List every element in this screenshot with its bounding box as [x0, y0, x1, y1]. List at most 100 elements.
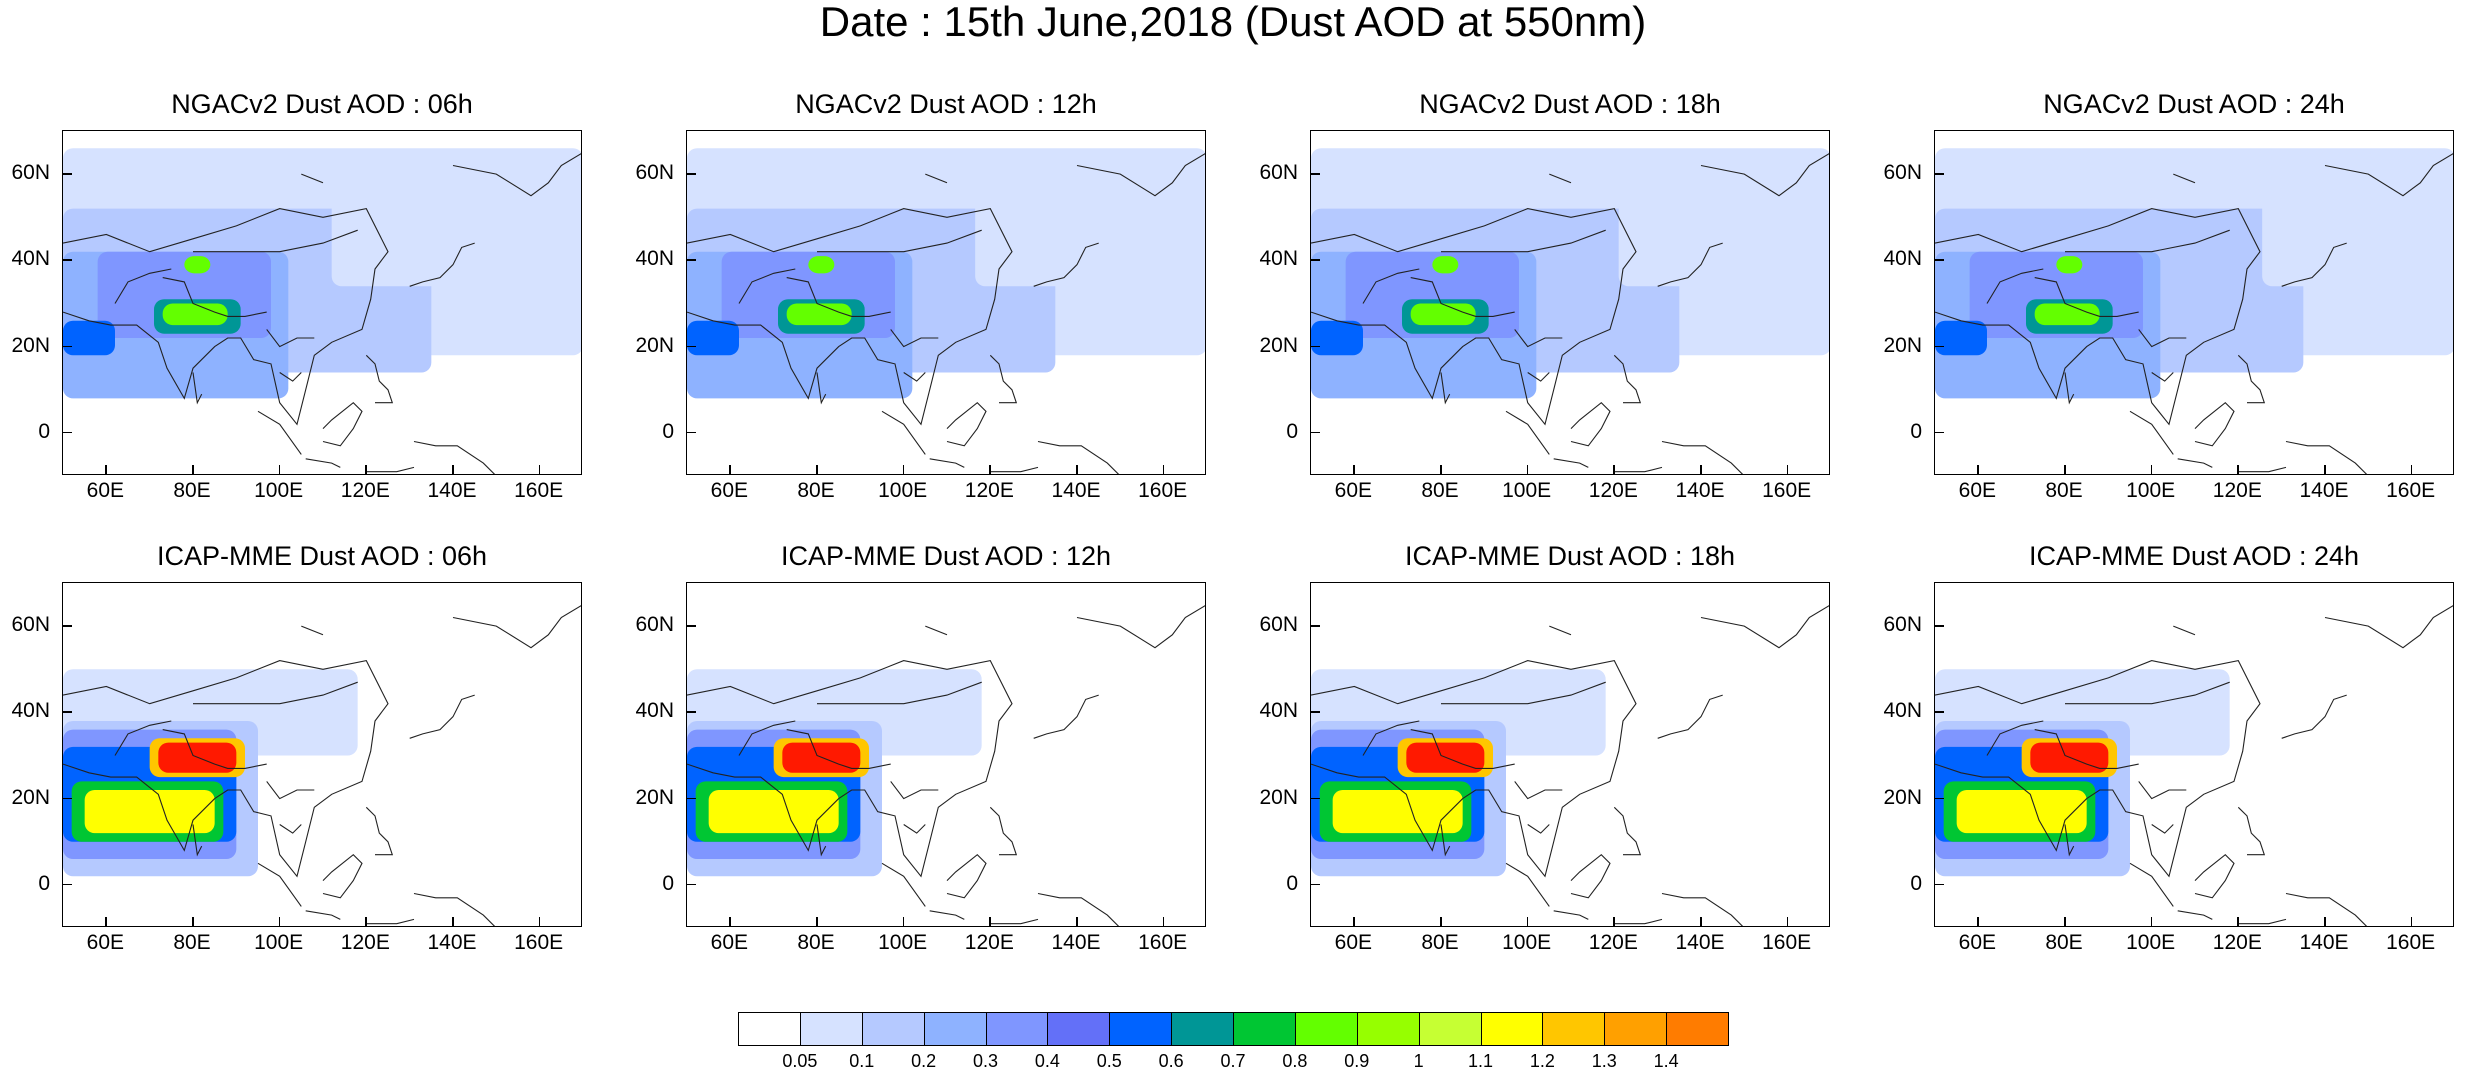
lon-tick-label: 80E — [1421, 479, 1459, 502]
lon-tick-label: 100E — [1502, 931, 1552, 954]
coastline — [409, 242, 475, 287]
lat-tick — [686, 883, 696, 886]
lon-tick — [1700, 917, 1702, 927]
coastline — [2065, 229, 2230, 253]
lat-tick-label: 0 — [662, 871, 674, 895]
lon-tick-label: 120E — [2212, 931, 2262, 954]
coastline — [1505, 862, 1550, 907]
coastline — [279, 372, 302, 382]
coastline — [1570, 401, 1611, 447]
lon-tick — [1162, 917, 1165, 927]
lon-tick-label: 140E — [2299, 479, 2349, 502]
lon-tick-label: 100E — [254, 479, 304, 502]
colorbar-box — [1109, 1012, 1173, 1046]
lon-tick-label: 60E — [1958, 479, 1997, 502]
coastline — [366, 918, 415, 925]
coastline — [1549, 625, 1572, 636]
lon-tick — [2064, 465, 2066, 475]
coastline — [1553, 458, 1589, 468]
coastline — [1527, 824, 1550, 834]
coastline — [63, 659, 389, 878]
lon-tick-label: 160E — [514, 479, 564, 502]
coastline — [2285, 892, 2368, 926]
coastline — [257, 862, 302, 907]
map-panel: ICAP-MME Dust AOD : 12h 60N 40N 20N 0 60E 80E 1… — [624, 540, 1244, 960]
coastline — [1362, 720, 1420, 756]
coastline — [1440, 372, 1451, 405]
colorbar-label: 0.3 — [972, 1051, 999, 1071]
aod-region — [1956, 790, 2087, 834]
lat-tick-label: 40N — [1259, 699, 1298, 723]
lon-tick — [1613, 465, 1615, 475]
colorbar-box — [985, 1012, 1049, 1046]
aod-field — [63, 605, 581, 926]
coastline — [786, 277, 891, 317]
lat-tick-label: 60N — [1259, 161, 1298, 185]
coastline — [786, 729, 891, 769]
map-panel: ICAP-MME Dust AOD : 18h 60N 40N 20N 0 60E 80E 1… — [1248, 540, 1868, 960]
coastline — [817, 229, 982, 253]
lon-tick-label: 60E — [86, 931, 125, 954]
lat-tick-label: 20N — [11, 785, 50, 809]
coastline — [1661, 440, 1744, 474]
lat-tick — [1310, 711, 1320, 713]
lon-tick — [2150, 917, 2153, 927]
lat-tick — [62, 883, 72, 886]
coastline — [452, 605, 581, 649]
lon-tick — [192, 917, 194, 927]
lat-tick-label: 20N — [1883, 785, 1922, 809]
coastline — [257, 410, 302, 455]
coastline — [881, 410, 926, 455]
lat-tick-label: 40N — [11, 699, 50, 723]
lon-tick-label: 60E — [1958, 931, 1997, 954]
lat-tick-label: 40N — [1883, 247, 1922, 271]
lon-tick — [1353, 465, 1355, 475]
coastline — [738, 720, 796, 756]
lat-tick — [686, 625, 696, 627]
coastline — [1505, 410, 1550, 455]
map-panel: ICAP-MME Dust AOD : 24h 60N 40N 20N 0 60E 80E 1… — [1872, 540, 2466, 960]
lat-tick — [62, 345, 72, 348]
coastline — [63, 207, 389, 426]
coastline — [1661, 892, 1744, 926]
lat-tick — [62, 797, 72, 800]
lat-tick — [1310, 431, 1320, 434]
lon-tick-label: 100E — [2126, 479, 2176, 502]
lon-tick — [1977, 917, 1979, 927]
lon-tick — [1526, 465, 1529, 475]
coastline — [1362, 268, 1420, 304]
coastline — [946, 853, 987, 899]
coastline — [990, 466, 1039, 473]
coastline — [365, 806, 394, 856]
colorbar-label: 1.3 — [1591, 1051, 1617, 1071]
coastline — [1033, 242, 1099, 287]
colorbar-box — [923, 1012, 987, 1046]
coastline — [114, 268, 172, 304]
coastline — [1700, 153, 1829, 197]
aod-region — [1618, 174, 1827, 287]
coastline — [192, 824, 203, 857]
lon-tick — [729, 917, 731, 927]
lon-tick — [989, 917, 991, 927]
lon-tick-label: 160E — [1762, 931, 1812, 954]
lat-tick — [686, 259, 696, 261]
map-panel: NGACv2 Dust AOD : 12h 60N 40N 20N 0 60E 80E 100… — [624, 88, 1244, 508]
coastline — [903, 824, 926, 834]
panel-title: ICAP-MME Dust AOD : 06h — [156, 541, 488, 571]
coastline — [2034, 729, 2139, 769]
lat-tick — [686, 431, 696, 434]
aod-field — [687, 605, 1205, 926]
lon-tick-label: 120E — [1588, 931, 1638, 954]
lat-tick-label: 0 — [662, 419, 674, 443]
lon-tick-label: 120E — [340, 931, 390, 954]
colorbar-box — [1604, 1012, 1668, 1046]
coastline — [1549, 173, 1572, 184]
aod-region — [184, 256, 211, 274]
colorbar-box — [1294, 1012, 1358, 1046]
coastline — [816, 824, 827, 857]
colorbar-box — [799, 1012, 863, 1046]
lat-tick — [1934, 625, 1944, 627]
lon-tick — [2324, 917, 2326, 927]
lon-tick-label: 80E — [1421, 931, 1459, 954]
coastline — [192, 372, 203, 405]
